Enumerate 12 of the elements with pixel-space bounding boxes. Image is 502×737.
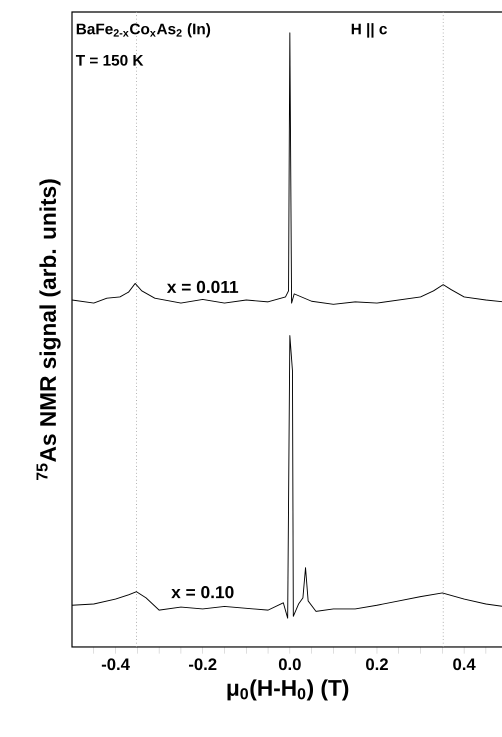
x-tick-label: -0.4 — [102, 658, 130, 670]
x-tick-label: 0.0 — [278, 658, 301, 670]
x-tick-label: 0.2 — [366, 658, 388, 670]
series-label: x = 0.10 — [171, 586, 234, 598]
x-tick-label: 0.4 — [453, 658, 476, 670]
series-label: x = 0.011 — [166, 280, 238, 294]
x-tick-label: -0.2 — [188, 658, 216, 670]
annotation: BaFe$_{2-x}$Co$_{x}$As$_{2}$ (In) — [76, 23, 210, 38]
annotation: T = 150 K — [76, 54, 144, 66]
annotation: H || c — [352, 23, 387, 38]
y-axis-title: $^{75}$As NMR signal (arb. units) — [36, 179, 61, 480]
x-axis-title: μ$_{0}$(H-H$_{0}$) (T) — [228, 679, 348, 700]
